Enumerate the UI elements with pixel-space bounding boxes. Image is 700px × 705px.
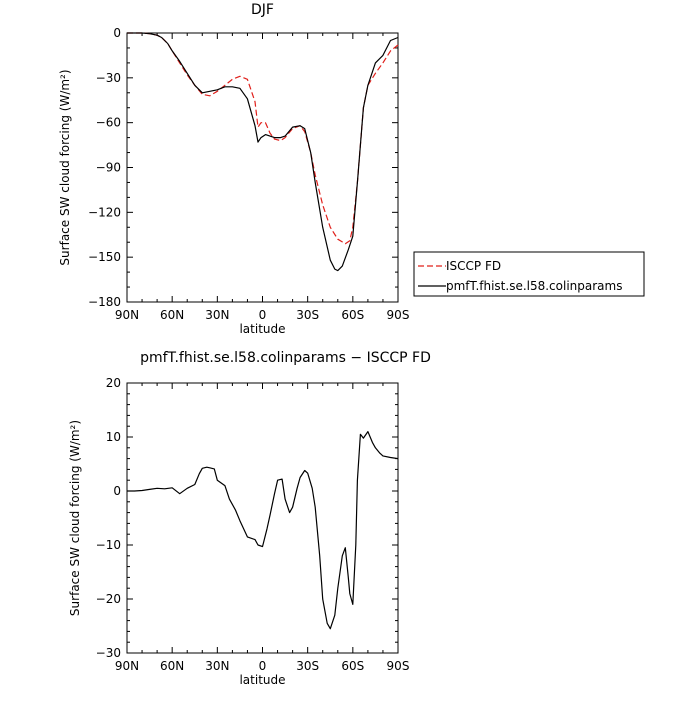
chart-panel-bottom: pmfT.fhist.se.l58.colinparams − ISCCP FD… (68, 350, 431, 687)
y-tick-label: −150 (88, 250, 121, 264)
chart-title: DJF (251, 2, 274, 18)
series-line-isccp-fd (127, 32, 399, 245)
plot-frame (126, 32, 399, 303)
y-tick-label: −30 (96, 71, 121, 85)
x-tick-label: 90N (115, 659, 139, 673)
x-tick-label: 60N (160, 659, 184, 673)
series-line-model (127, 32, 399, 272)
chart-panel-top: DJF 90N 60N 30N 0 30S 60S 90S 0 −30 −60 −90 −120 −150… (58, 2, 645, 336)
y-axis-title: Surface SW cloud forcing (W/m²) (58, 69, 72, 265)
y-tick-label: 10 (106, 430, 121, 444)
y-tick-label: −90 (96, 161, 121, 175)
x-axis-title: latitude (239, 673, 285, 687)
difference-series-line (127, 431, 399, 630)
x-tick-label: 0 (259, 659, 267, 673)
legend-label-model: pmfT.fhist.se.l58.colinparams (446, 279, 622, 293)
x-tick-label: 30N (205, 308, 229, 322)
x-tick-label: 60S (341, 659, 364, 673)
y-axis-title-group: Surface SW cloud forcing (W/m²) (58, 69, 72, 265)
x-tick-label: 60S (341, 308, 364, 322)
x-tick-label: 90S (387, 308, 410, 322)
legend: ISCCP FD pmfT.fhist.se.l58.colinparams (413, 251, 645, 297)
y-tick-label: 20 (106, 376, 121, 390)
y-tick-label: −120 (88, 205, 121, 219)
legend-label-isccp-fd: ISCCP FD (446, 259, 501, 273)
x-tick-label: 90N (115, 308, 139, 322)
y-tick-label: −30 (96, 646, 121, 660)
legend-box (413, 251, 645, 297)
x-tick-label: 30N (205, 659, 229, 673)
y-tick-label: −20 (96, 592, 121, 606)
y-tick-label: −10 (96, 538, 121, 552)
x-tick-label: 0 (259, 308, 267, 322)
y-axis-title-group: Surface SW cloud forcing (W/m²) (68, 420, 82, 616)
plot-frame (126, 382, 399, 654)
y-tick-label: −60 (96, 116, 121, 130)
x-tick-label: 60N (160, 308, 184, 322)
x-tick-label: 90S (387, 659, 410, 673)
y-tick-label: −180 (88, 295, 121, 309)
y-tick-label: 0 (113, 26, 121, 40)
x-tick-label: 30S (296, 659, 319, 673)
y-axis-title: Surface SW cloud forcing (W/m²) (68, 420, 82, 616)
chart-title: pmfT.fhist.se.l58.colinparams − ISCCP FD (140, 350, 431, 366)
x-axis-title: latitude (239, 322, 285, 336)
x-tick-label: 30S (296, 308, 319, 322)
y-tick-label: 0 (113, 484, 121, 498)
